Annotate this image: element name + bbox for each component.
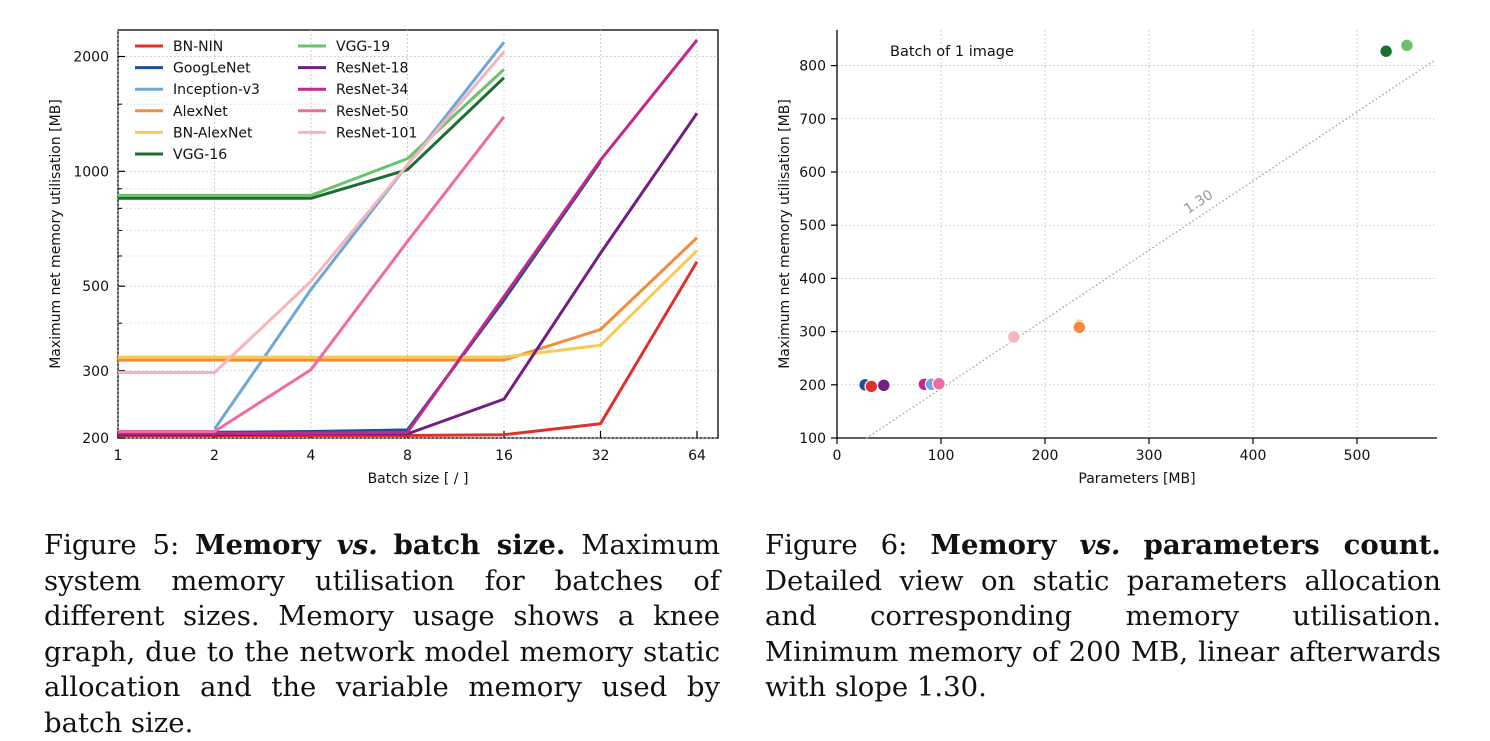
series-line xyxy=(118,112,699,437)
caption-body: Detailed view on static parameters alloc… xyxy=(765,564,1441,704)
x-tick-label: 1 xyxy=(114,448,123,464)
x-axis-label: Batch size [ / ] xyxy=(368,471,469,487)
caption-bold-b: parameters count. xyxy=(1143,529,1441,561)
y-tick-label: 100 xyxy=(799,431,826,447)
batch-size-chart: 200 300 500 1000 2000 1 2 4 8 16 32 64 Batch size [ … xyxy=(48,29,719,487)
data-point xyxy=(876,378,891,393)
caption-vs: vs. xyxy=(1079,529,1121,561)
x-tick-label: 400 xyxy=(1240,448,1267,464)
y-tick-label: 200 xyxy=(799,378,826,394)
y-tick-label: 500 xyxy=(82,279,109,295)
caption-vs: vs. xyxy=(336,529,378,561)
series-line xyxy=(118,236,699,362)
y-tick-label: 400 xyxy=(799,271,826,287)
data-point xyxy=(1379,44,1394,59)
x-tick-label: 8 xyxy=(403,448,412,464)
x-tick-label: 64 xyxy=(688,448,706,464)
fit-line-label: 1.30 xyxy=(1181,187,1216,218)
legend-label: Inception-v3 xyxy=(173,82,260,98)
caption-bold-b: batch size. xyxy=(393,529,566,561)
figure-6-caption: Figure 6: Memory vs. parameters count. D… xyxy=(765,528,1441,706)
y-tick-label: 1000 xyxy=(73,164,109,180)
y-tick-label: 700 xyxy=(799,112,826,128)
x-tick-label: 0 xyxy=(833,448,842,464)
legend-label: ResNet-34 xyxy=(336,82,409,98)
caption-label: Figure 5: xyxy=(44,529,180,561)
caption-bold-a: Memory xyxy=(930,529,1057,561)
series-line xyxy=(118,39,699,435)
x-tick-label: 100 xyxy=(928,448,955,464)
legend-label: BN-NIN xyxy=(173,39,223,55)
y-tick-label: 800 xyxy=(799,59,826,75)
x-tick-label: 300 xyxy=(1136,448,1163,464)
y-tick-label: 600 xyxy=(799,165,826,181)
series-line xyxy=(118,249,699,359)
y-tick-label: 300 xyxy=(82,364,109,380)
caption-label: Figure 6: xyxy=(765,529,908,561)
legend-label: ResNet-101 xyxy=(336,125,417,141)
x-tick-label: 2 xyxy=(210,448,219,464)
x-tick-label: 32 xyxy=(592,448,610,464)
y-tick-label: 200 xyxy=(82,431,109,447)
series-line xyxy=(118,50,506,374)
y-tick-label: 2000 xyxy=(73,50,109,66)
chart-title: Batch of 1 image xyxy=(890,44,1014,60)
legend-label: GoogLeNet xyxy=(173,61,251,77)
series-line xyxy=(118,76,506,200)
series-line xyxy=(118,115,506,433)
figure-5-caption: Figure 5: Memory vs. batch size. Maximum… xyxy=(44,528,720,741)
y-axis-label: Maximum net memory utilisation [MB] xyxy=(48,99,64,369)
legend-label: VGG-19 xyxy=(336,39,390,55)
series-line xyxy=(118,260,699,437)
x-tick-label: 4 xyxy=(307,448,316,464)
data-point xyxy=(932,376,946,391)
legend-label: VGG-16 xyxy=(173,147,227,163)
legend-label: ResNet-50 xyxy=(336,104,408,120)
caption-bold-a: Memory xyxy=(195,529,321,561)
series-line xyxy=(117,160,602,435)
parameters-chart: 0 100 200 300 400 500 100 200 300 400 500 600 700 800… xyxy=(777,30,1437,487)
x-axis-label: Parameters [MB] xyxy=(1078,471,1195,487)
legend-label: AlexNet xyxy=(173,104,228,120)
x-tick-label: 500 xyxy=(1344,448,1371,464)
data-point xyxy=(1072,320,1087,335)
legend-label: BN-AlexNet xyxy=(173,125,253,141)
y-axis-label: Maximum net memory utilisation [MB] xyxy=(777,99,793,369)
data-point xyxy=(1400,38,1414,53)
data-point xyxy=(1006,330,1021,344)
fit-line xyxy=(865,59,1436,439)
x-tick-label: 200 xyxy=(1032,448,1059,464)
data-point xyxy=(864,379,879,394)
y-tick-label: 300 xyxy=(799,325,826,341)
y-tick-label: 500 xyxy=(799,218,826,234)
legend-label: ResNet-18 xyxy=(336,61,408,77)
x-tick-label: 16 xyxy=(495,448,513,464)
caption-body: Maximum system memory utilisation for ba… xyxy=(44,529,721,739)
